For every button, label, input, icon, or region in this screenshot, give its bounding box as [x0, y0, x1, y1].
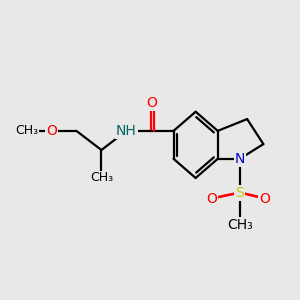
Text: O: O	[260, 192, 270, 206]
Text: CH₃: CH₃	[15, 124, 38, 137]
Text: S: S	[236, 186, 244, 200]
Text: CH₃: CH₃	[227, 218, 253, 232]
Text: O: O	[146, 96, 157, 110]
Text: N: N	[235, 152, 245, 166]
Text: NH: NH	[116, 124, 137, 138]
Text: O: O	[206, 192, 217, 206]
Text: CH₃: CH₃	[90, 172, 113, 184]
Text: O: O	[46, 124, 57, 138]
